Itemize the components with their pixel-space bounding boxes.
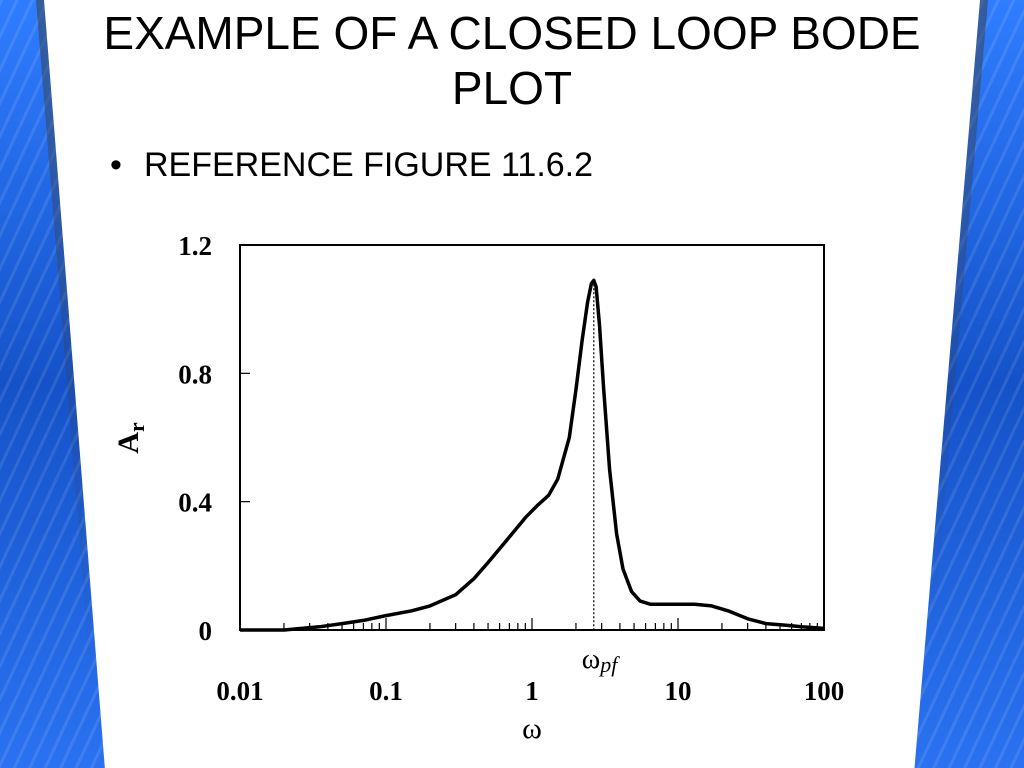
- bullet-dot-icon: •: [110, 146, 122, 184]
- bullet-text: REFERENCE FIGURE 11.6.2: [144, 146, 594, 184]
- x-tick-label: 10: [665, 676, 692, 706]
- x-tick-label: 0.01: [216, 676, 263, 706]
- y-tick-label: 0.8: [178, 359, 212, 389]
- plot-frame: [239, 244, 825, 631]
- y-tick-labels: 0 0.4 0.8 1.2: [178, 231, 212, 646]
- y-axis-label: Ar: [112, 422, 149, 454]
- series-line: [240, 278, 825, 632]
- x-tick-label: 100: [804, 676, 845, 706]
- y-tick-label: 0.4: [178, 488, 212, 518]
- slide-title: EXAMPLE OF A CLOSED LOOP BODE PLOT: [103, 7, 921, 114]
- x-tick-label: 1: [525, 676, 539, 706]
- peak-frequency-label: ωpf: [582, 644, 620, 677]
- bullet-item: • REFERENCE FIGURE 11.6.2: [110, 146, 593, 185]
- minor-ticks: [240, 244, 818, 631]
- x-tick-labels: 0.01 0.1 1 10 100: [216, 676, 844, 706]
- y-tick-label: 1.2: [178, 231, 212, 261]
- x-axis-label: ω: [522, 712, 542, 745]
- y-tick-label: 0: [199, 616, 213, 646]
- x-tick-label: 0.1: [369, 676, 403, 706]
